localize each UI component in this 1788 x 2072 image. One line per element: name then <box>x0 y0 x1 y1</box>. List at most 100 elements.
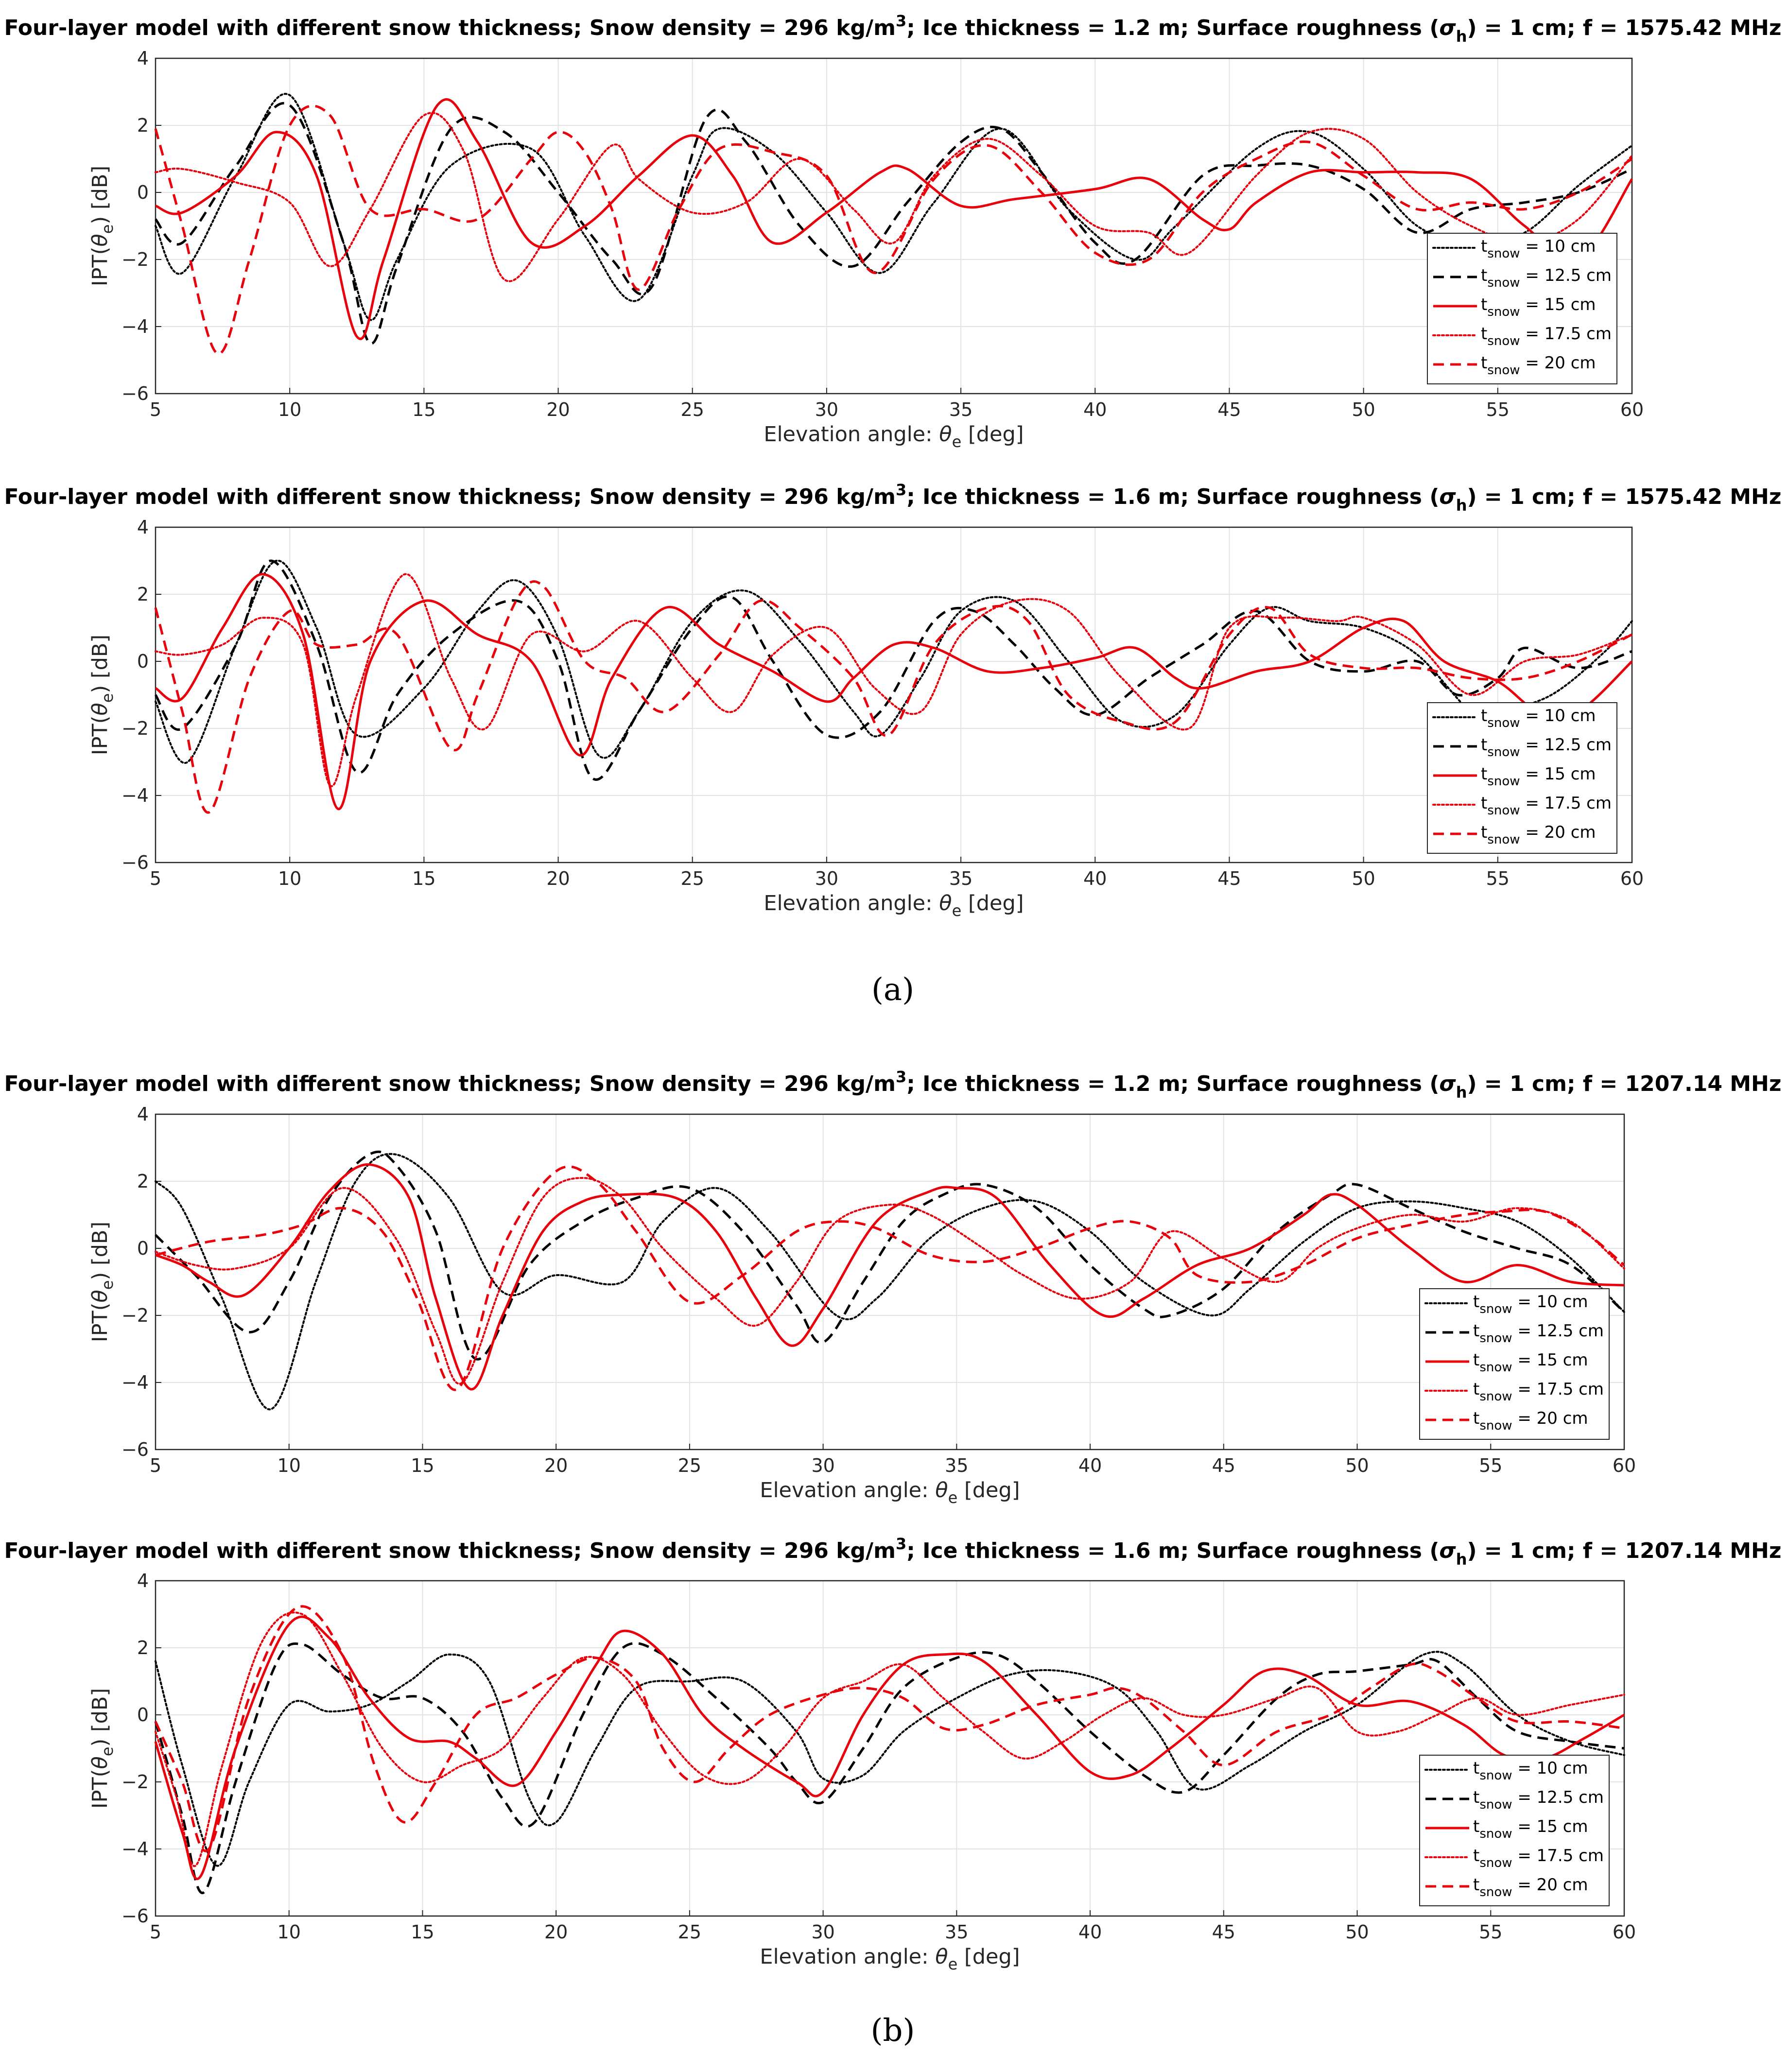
legend-entry: tsnow = 10 cm <box>1481 237 1596 261</box>
x-tick-label: 60 <box>1613 1455 1636 1476</box>
y-tick-label: −6 <box>122 383 149 404</box>
x-tick-label: 40 <box>1078 1921 1102 1943</box>
y-tick-label: 2 <box>137 1171 149 1192</box>
legend-box <box>1427 233 1617 384</box>
chart-panel-2: Four-layer model with different snow thi… <box>4 481 1782 920</box>
y-tick-label: 2 <box>137 115 149 136</box>
y-tick-label: −6 <box>122 1439 149 1460</box>
x-tick-label: 30 <box>811 1455 834 1476</box>
legend: tsnow = 10 cm tsnow = 12.5 cm tsnow = 15 c… <box>1419 1288 1610 1440</box>
legend-entry: tsnow = 17.5 cm <box>1473 1846 1604 1870</box>
y-tick-label: 2 <box>137 1637 149 1658</box>
y-tick-label: −6 <box>122 852 149 873</box>
x-tick-label: 45 <box>1217 868 1241 889</box>
x-tick-label: 60 <box>1613 1921 1636 1943</box>
y-tick-label: −4 <box>122 316 149 337</box>
plot-area <box>155 1113 1625 1450</box>
legend-entry: tsnow = 20 cm <box>1481 353 1596 378</box>
series-line-3 <box>155 573 1633 811</box>
x-tick-label: 30 <box>815 868 838 889</box>
x-tick-label: 55 <box>1479 1921 1502 1943</box>
x-tick-label: 15 <box>412 868 435 889</box>
x-tick-label: 35 <box>945 1455 968 1476</box>
x-tick-label: 50 <box>1352 399 1375 420</box>
legend-entry: tsnow = 15 cm <box>1473 1350 1588 1375</box>
y-tick-label: 0 <box>137 1238 149 1259</box>
caption-b: (b) <box>871 2013 915 2049</box>
y-tick-label: −4 <box>122 785 149 806</box>
x-tick-label: 20 <box>544 1455 568 1476</box>
x-tick-label: 25 <box>678 1455 701 1476</box>
series-line-4 <box>155 573 1633 787</box>
legend-entry: tsnow = 17.5 cm <box>1481 324 1612 348</box>
caption-a: (a) <box>871 972 914 1008</box>
y-tick-label: 4 <box>137 1570 149 1591</box>
legend-entry: tsnow = 15 cm <box>1473 1817 1588 1841</box>
legend: tsnow = 10 cm tsnow = 12.5 cm tsnow = 15 c… <box>1419 1755 1610 1906</box>
series-line-2 <box>154 559 1632 781</box>
x-tick-label: 25 <box>681 399 704 420</box>
series-line-4 <box>155 112 1633 282</box>
series-line-3 <box>155 98 1633 340</box>
legend-box <box>1419 1288 1610 1440</box>
chart-panel-4: Four-layer model with different snow thi… <box>4 1535 1782 1973</box>
x-tick-label: 55 <box>1479 1455 1502 1476</box>
legend-entry: tsnow = 15 cm <box>1481 764 1596 789</box>
y-tick-label: 4 <box>137 48 149 69</box>
y-tick-label: 0 <box>137 182 149 203</box>
x-tick-label: 55 <box>1486 868 1510 889</box>
y-tick-label: 0 <box>137 1704 149 1726</box>
x-tick-label: 20 <box>546 868 570 889</box>
x-tick-label: 40 <box>1083 868 1107 889</box>
legend-entry: tsnow = 12.5 cm <box>1481 266 1612 290</box>
series-line-3 <box>155 1163 1625 1391</box>
x-tick-label: 25 <box>681 868 704 889</box>
x-tick-label: 35 <box>949 399 972 420</box>
x-tick-label: 5 <box>150 399 161 420</box>
y-tick-label: −4 <box>122 1372 149 1393</box>
x-tick-label: 40 <box>1078 1455 1102 1476</box>
x-axis-label: Elevation angle: θe [deg] <box>764 891 1024 920</box>
legend-entry: tsnow = 20 cm <box>1473 1875 1588 1899</box>
legend: tsnow = 10 cm tsnow = 12.5 cm tsnow = 15 c… <box>1427 233 1617 384</box>
x-tick-label: 50 <box>1345 1921 1369 1943</box>
legend-box <box>1427 702 1617 854</box>
x-tick-label: 30 <box>811 1921 834 1943</box>
series-line-1 <box>155 1153 1625 1411</box>
y-tick-label: 0 <box>137 651 149 672</box>
legend-box <box>1419 1755 1610 1906</box>
series-line-5 <box>154 580 1633 814</box>
y-axis-label: IPT(θe) [dB] <box>88 635 117 755</box>
x-tick-label: 35 <box>945 1921 968 1943</box>
y-tick-label: −2 <box>122 249 149 270</box>
chart-panel-3: Four-layer model with different snow thi… <box>4 1068 1782 1507</box>
y-tick-label: −2 <box>122 1305 149 1326</box>
x-tick-label: 20 <box>546 399 570 420</box>
series-line-2 <box>155 1150 1625 1361</box>
y-tick-label: 2 <box>137 584 149 605</box>
x-axis-label: Elevation angle: θe [deg] <box>764 422 1024 451</box>
x-tick-label: 35 <box>949 868 972 889</box>
legend-entry: tsnow = 17.5 cm <box>1481 794 1612 818</box>
x-tick-label: 10 <box>278 399 301 420</box>
legend-entry: tsnow = 10 cm <box>1473 1759 1588 1783</box>
x-tick-label: 15 <box>412 399 435 420</box>
x-tick-label: 50 <box>1345 1455 1369 1476</box>
x-tick-label: 5 <box>150 1455 161 1476</box>
x-tick-label: 5 <box>150 868 161 889</box>
x-axis-label: Elevation angle: θe [deg] <box>760 1945 1020 1973</box>
chart-title: Four-layer model with different snow thi… <box>4 1535 1782 1569</box>
x-tick-label: 30 <box>815 399 838 420</box>
x-tick-label: 55 <box>1486 399 1510 420</box>
chart-panel-1: Four-layer model with different snow thi… <box>4 12 1782 451</box>
series-line-3 <box>154 1615 1625 1881</box>
y-tick-label: −6 <box>122 1905 149 1927</box>
legend-entry: tsnow = 20 cm <box>1473 1409 1588 1433</box>
x-tick-label: 40 <box>1083 399 1107 420</box>
legend-entry: tsnow = 15 cm <box>1481 295 1596 319</box>
y-tick-label: −4 <box>122 1838 149 1860</box>
legend-entry: tsnow = 12.5 cm <box>1481 735 1612 760</box>
x-tick-label: 15 <box>411 1455 434 1476</box>
series-line-4 <box>155 1611 1625 1867</box>
